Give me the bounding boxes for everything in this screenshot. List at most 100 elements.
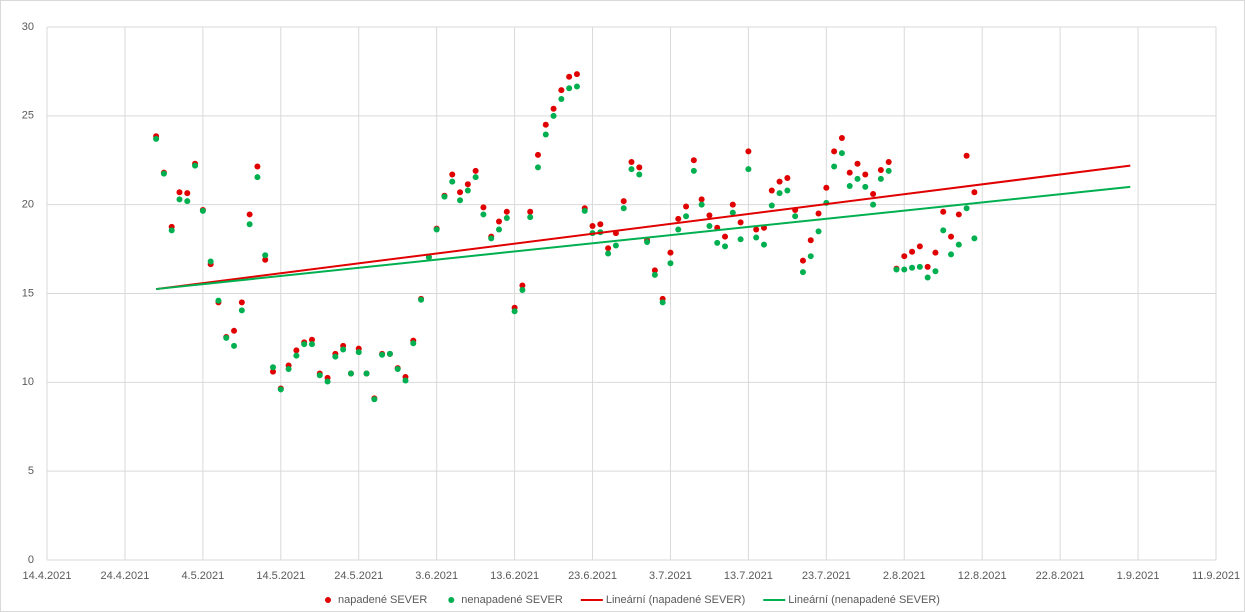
data-point — [550, 112, 557, 119]
data-point — [308, 336, 315, 343]
data-point — [238, 299, 245, 306]
data-point — [862, 171, 869, 178]
data-point — [542, 121, 549, 128]
legend-label: nenapadené SEVER — [461, 594, 563, 606]
data-point — [799, 269, 806, 276]
data-point — [441, 193, 448, 200]
data-point — [885, 159, 892, 166]
data-point — [644, 238, 651, 245]
trend-line — [155, 164, 1131, 291]
y-tick-label: 20 — [22, 199, 34, 211]
data-point — [503, 214, 510, 221]
data-point — [690, 157, 697, 164]
data-point — [231, 327, 238, 334]
data-point — [581, 207, 588, 214]
data-point — [207, 258, 214, 265]
data-point — [948, 251, 955, 258]
data-point — [160, 170, 167, 177]
data-point — [807, 253, 814, 260]
data-point — [916, 243, 923, 250]
data-point — [940, 208, 947, 215]
data-point — [831, 148, 838, 155]
data-point — [620, 205, 627, 212]
data-point — [527, 214, 534, 221]
data-point — [706, 212, 713, 219]
data-point — [534, 151, 541, 158]
data-point — [176, 189, 183, 196]
data-point — [558, 87, 565, 94]
data-point — [870, 191, 877, 198]
x-tick-label: 4.5.2021 — [181, 570, 224, 582]
data-point — [675, 215, 682, 222]
data-point — [948, 233, 955, 240]
data-point — [566, 73, 573, 80]
x-tick-label: 1.9.2021 — [1117, 570, 1160, 582]
data-point — [784, 187, 791, 194]
data-point — [246, 211, 253, 218]
data-point — [433, 226, 440, 233]
x-tick-label: 11.9.2021 — [1192, 570, 1240, 582]
data-point — [971, 235, 978, 242]
data-point — [386, 350, 393, 357]
data-point — [784, 175, 791, 182]
data-point — [573, 83, 580, 90]
data-point — [768, 187, 775, 194]
data-point — [301, 341, 308, 348]
data-point — [449, 178, 456, 185]
data-point — [254, 174, 261, 181]
data-point — [729, 201, 736, 208]
data-point — [371, 396, 378, 403]
data-point — [792, 213, 799, 220]
data-point — [566, 85, 573, 92]
data-point — [270, 368, 277, 375]
y-tick-label: 0 — [28, 554, 34, 566]
data-point — [659, 299, 666, 306]
legend-swatch — [325, 597, 331, 603]
data-point — [955, 241, 962, 248]
x-tick-label: 13.6.2021 — [490, 570, 539, 582]
data-point — [636, 164, 643, 171]
data-point — [363, 370, 370, 377]
data-point — [597, 221, 604, 228]
data-point — [605, 250, 612, 257]
data-point — [760, 241, 767, 248]
data-point — [846, 183, 853, 190]
data-point — [916, 263, 923, 270]
data-point — [542, 131, 549, 138]
x-tick-label: 12.8.2021 — [958, 570, 1007, 582]
data-point — [503, 208, 510, 215]
data-point — [457, 197, 464, 204]
data-point — [184, 198, 191, 205]
data-point — [355, 349, 362, 356]
data-point — [153, 135, 160, 142]
data-point — [815, 228, 822, 235]
data-point — [667, 249, 674, 256]
data-point — [472, 174, 479, 181]
data-point — [293, 347, 300, 354]
data-point — [838, 135, 845, 142]
x-tick-label: 3.6.2021 — [415, 570, 458, 582]
data-point — [418, 296, 425, 303]
data-point — [862, 183, 869, 190]
data-point — [394, 366, 401, 373]
data-point — [620, 198, 627, 205]
data-point — [254, 163, 261, 170]
data-point — [737, 219, 744, 226]
data-point — [909, 248, 916, 255]
data-point — [340, 346, 347, 353]
legend-swatch — [448, 597, 455, 603]
data-point — [636, 171, 643, 178]
data-point — [324, 378, 331, 385]
data-point — [854, 160, 861, 167]
y-tick-label: 15 — [22, 287, 34, 299]
data-point — [698, 196, 705, 203]
data-point — [176, 196, 183, 203]
data-point — [885, 167, 892, 174]
data-point — [955, 211, 962, 218]
data-point — [799, 257, 806, 264]
data-point — [480, 204, 487, 211]
data-point — [308, 341, 315, 348]
data-point — [683, 203, 690, 210]
data-point — [238, 307, 245, 314]
